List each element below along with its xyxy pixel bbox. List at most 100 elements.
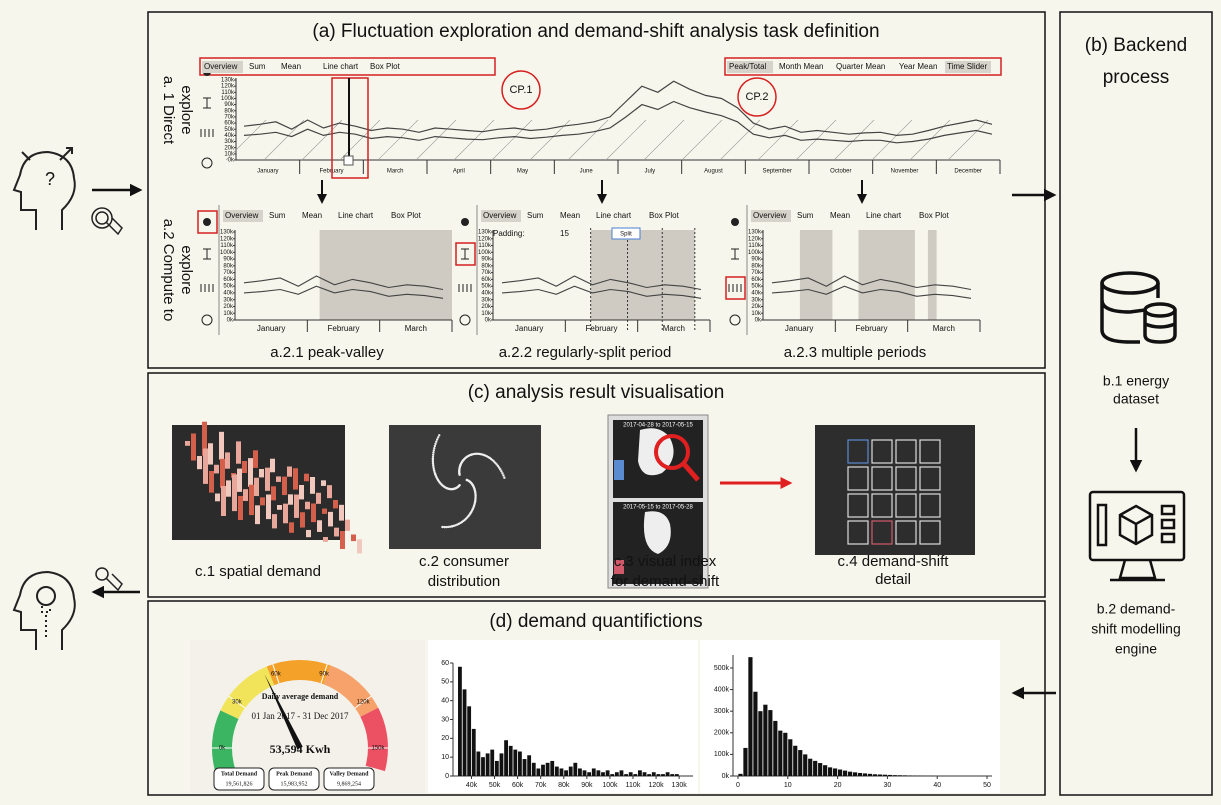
hatch (871, 119, 913, 161)
gauge-band (360, 707, 388, 772)
tab[interactable]: Line chart (596, 211, 632, 220)
histogram-bar (798, 750, 803, 776)
decor-bar (270, 458, 275, 473)
decor-dot (462, 458, 465, 462)
tab[interactable]: Quarter Mean (836, 62, 885, 71)
y-tick-label: 130k (748, 230, 762, 236)
histogram-bar (564, 770, 568, 776)
tab[interactable]: Sum (249, 62, 266, 71)
tab[interactable]: Box Plot (391, 211, 422, 220)
hatch (605, 119, 647, 161)
grid-cell (847, 493, 869, 518)
histogram-bar (605, 770, 610, 776)
decor-dot (472, 485, 475, 488)
demand-shift-image (815, 425, 975, 555)
histogram-bar (892, 775, 897, 776)
decor-dot (491, 458, 494, 462)
tab[interactable]: Peak/Total (729, 62, 767, 71)
histogram-bar (591, 768, 596, 776)
tab[interactable]: Box Plot (370, 62, 401, 71)
histogram-bar (828, 767, 833, 776)
panel-title: process (1103, 67, 1170, 88)
tab[interactable]: Overview (483, 211, 517, 220)
x-tick-label: 40k (466, 782, 478, 789)
tab[interactable]: Mean (830, 211, 850, 220)
tab[interactable]: Sum (797, 211, 814, 220)
histogram-bar (458, 666, 462, 776)
tab[interactable]: Overview (753, 211, 787, 220)
tab[interactable]: Overview (225, 211, 259, 220)
y-tick-label: 60 (441, 660, 449, 667)
grid-cell (871, 493, 893, 518)
y-tick-label: 20k (481, 304, 492, 310)
grid-cell (895, 493, 917, 518)
histogram-bar (783, 732, 788, 776)
gauge-tick (228, 695, 246, 709)
decor-dot (456, 523, 459, 526)
histogram-bar (847, 771, 853, 776)
tab[interactable]: Time Slider (947, 62, 987, 71)
y-tick-label: 10 (441, 754, 449, 761)
tab[interactable]: Mean (302, 211, 322, 220)
decor-bar (236, 441, 241, 464)
decor-bar (185, 441, 190, 446)
y-tick-label: 20k (224, 145, 235, 151)
y-tick-label: 110k (221, 90, 235, 96)
tab[interactable]: Mean (281, 62, 301, 71)
gauge-needle (264, 674, 303, 750)
tool-icon (461, 248, 469, 260)
y-tick-label: 20k (223, 304, 234, 310)
x-tick-label: 70k (535, 782, 547, 789)
histogram-bar (554, 766, 559, 776)
histogram-bar (788, 739, 793, 776)
tab[interactable]: Line chart (338, 211, 374, 220)
tool-icon (728, 284, 742, 292)
x-tick-label: 10 (784, 782, 792, 789)
y-tick-label: 60k (751, 277, 762, 283)
gauge-band (323, 665, 379, 717)
svg-text:?: ? (45, 169, 55, 189)
histogram-bar (596, 770, 601, 776)
decor-dot (432, 451, 435, 454)
y-tick-label: 30k (224, 139, 235, 145)
tab[interactable]: Mean (560, 211, 580, 220)
tab[interactable]: Line chart (323, 62, 359, 71)
decor-bar (340, 530, 345, 550)
tab[interactable]: Sum (269, 211, 286, 220)
gauge-tick-label: 60k (271, 671, 282, 677)
stat-label: Valley Demand (330, 771, 370, 777)
decor-bar (202, 421, 207, 456)
gauge-period: 01 Jan 2017 - 31 Dec 2017 (252, 711, 349, 721)
tab[interactable]: Sum (527, 211, 544, 220)
y-tick-label: 0k (722, 773, 730, 780)
split-button-label[interactable]: Split (620, 232, 632, 238)
histogram-bar (573, 762, 578, 776)
decor-bar (283, 503, 288, 524)
histogram-bar (887, 774, 892, 776)
histogram-bar (651, 772, 656, 776)
panel-title: (c) analysis result visualisation (468, 382, 725, 403)
tab[interactable]: Box Plot (649, 211, 680, 220)
tab[interactable]: Overview (204, 62, 238, 71)
decor-bar (294, 494, 299, 518)
grid-cell (895, 439, 917, 464)
decor-dot (432, 467, 435, 471)
y-tick-label: 100k (221, 96, 235, 102)
tab[interactable]: Year Mean (899, 62, 937, 71)
histogram-bar (647, 774, 652, 776)
decor-bar (271, 486, 276, 501)
decor-dot (474, 491, 477, 494)
hatch (225, 119, 267, 161)
histogram-bar (578, 768, 582, 776)
decor-bar (272, 514, 277, 529)
map-shape (638, 428, 674, 554)
decor-dot (479, 452, 483, 456)
tool-icon (458, 284, 472, 292)
histogram-bar (481, 757, 485, 776)
decor-bar (277, 505, 282, 510)
tab[interactable]: Line chart (866, 211, 902, 220)
tab[interactable]: Box Plot (919, 211, 950, 220)
tab[interactable]: Month Mean (779, 62, 823, 71)
tool-icon (459, 314, 471, 326)
histogram-bar (518, 751, 522, 776)
